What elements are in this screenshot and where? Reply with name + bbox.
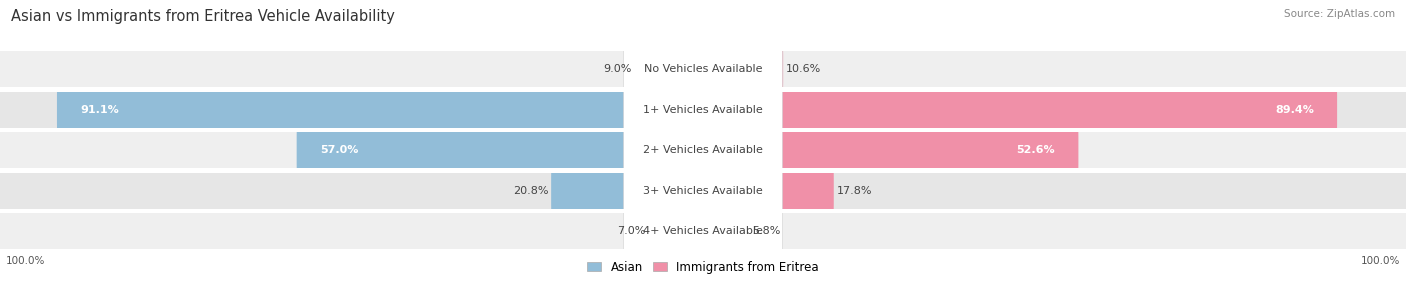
FancyBboxPatch shape bbox=[624, 146, 782, 235]
Text: 2+ Vehicles Available: 2+ Vehicles Available bbox=[643, 145, 763, 155]
Text: 10.6%: 10.6% bbox=[786, 64, 821, 74]
FancyBboxPatch shape bbox=[648, 189, 709, 274]
Text: 7.0%: 7.0% bbox=[617, 227, 645, 236]
FancyBboxPatch shape bbox=[697, 189, 749, 274]
Text: No Vehicles Available: No Vehicles Available bbox=[644, 64, 762, 74]
Text: 52.6%: 52.6% bbox=[1017, 145, 1054, 155]
Text: 3+ Vehicles Available: 3+ Vehicles Available bbox=[643, 186, 763, 196]
FancyBboxPatch shape bbox=[697, 26, 783, 112]
FancyBboxPatch shape bbox=[551, 148, 709, 233]
FancyBboxPatch shape bbox=[697, 67, 1337, 152]
FancyBboxPatch shape bbox=[697, 148, 834, 233]
FancyBboxPatch shape bbox=[697, 108, 1078, 193]
Text: 17.8%: 17.8% bbox=[837, 186, 872, 196]
Text: Asian vs Immigrants from Eritrea Vehicle Availability: Asian vs Immigrants from Eritrea Vehicle… bbox=[11, 9, 395, 23]
Text: 9.0%: 9.0% bbox=[603, 64, 631, 74]
Text: 89.4%: 89.4% bbox=[1275, 105, 1315, 114]
FancyBboxPatch shape bbox=[56, 67, 709, 152]
Text: 100.0%: 100.0% bbox=[6, 256, 45, 266]
FancyBboxPatch shape bbox=[297, 108, 709, 193]
Text: Source: ZipAtlas.com: Source: ZipAtlas.com bbox=[1284, 9, 1395, 19]
Legend: Asian, Immigrants from Eritrea: Asian, Immigrants from Eritrea bbox=[582, 256, 824, 278]
FancyBboxPatch shape bbox=[624, 65, 782, 154]
FancyBboxPatch shape bbox=[624, 187, 782, 276]
Text: 57.0%: 57.0% bbox=[321, 145, 359, 155]
Text: 100.0%: 100.0% bbox=[1361, 256, 1400, 266]
Text: 5.8%: 5.8% bbox=[752, 227, 780, 236]
FancyBboxPatch shape bbox=[634, 26, 709, 112]
FancyBboxPatch shape bbox=[624, 106, 782, 194]
Text: 91.1%: 91.1% bbox=[80, 105, 120, 114]
Text: 1+ Vehicles Available: 1+ Vehicles Available bbox=[643, 105, 763, 114]
Text: 20.8%: 20.8% bbox=[513, 186, 548, 196]
Text: 4+ Vehicles Available: 4+ Vehicles Available bbox=[643, 227, 763, 236]
FancyBboxPatch shape bbox=[624, 25, 782, 113]
